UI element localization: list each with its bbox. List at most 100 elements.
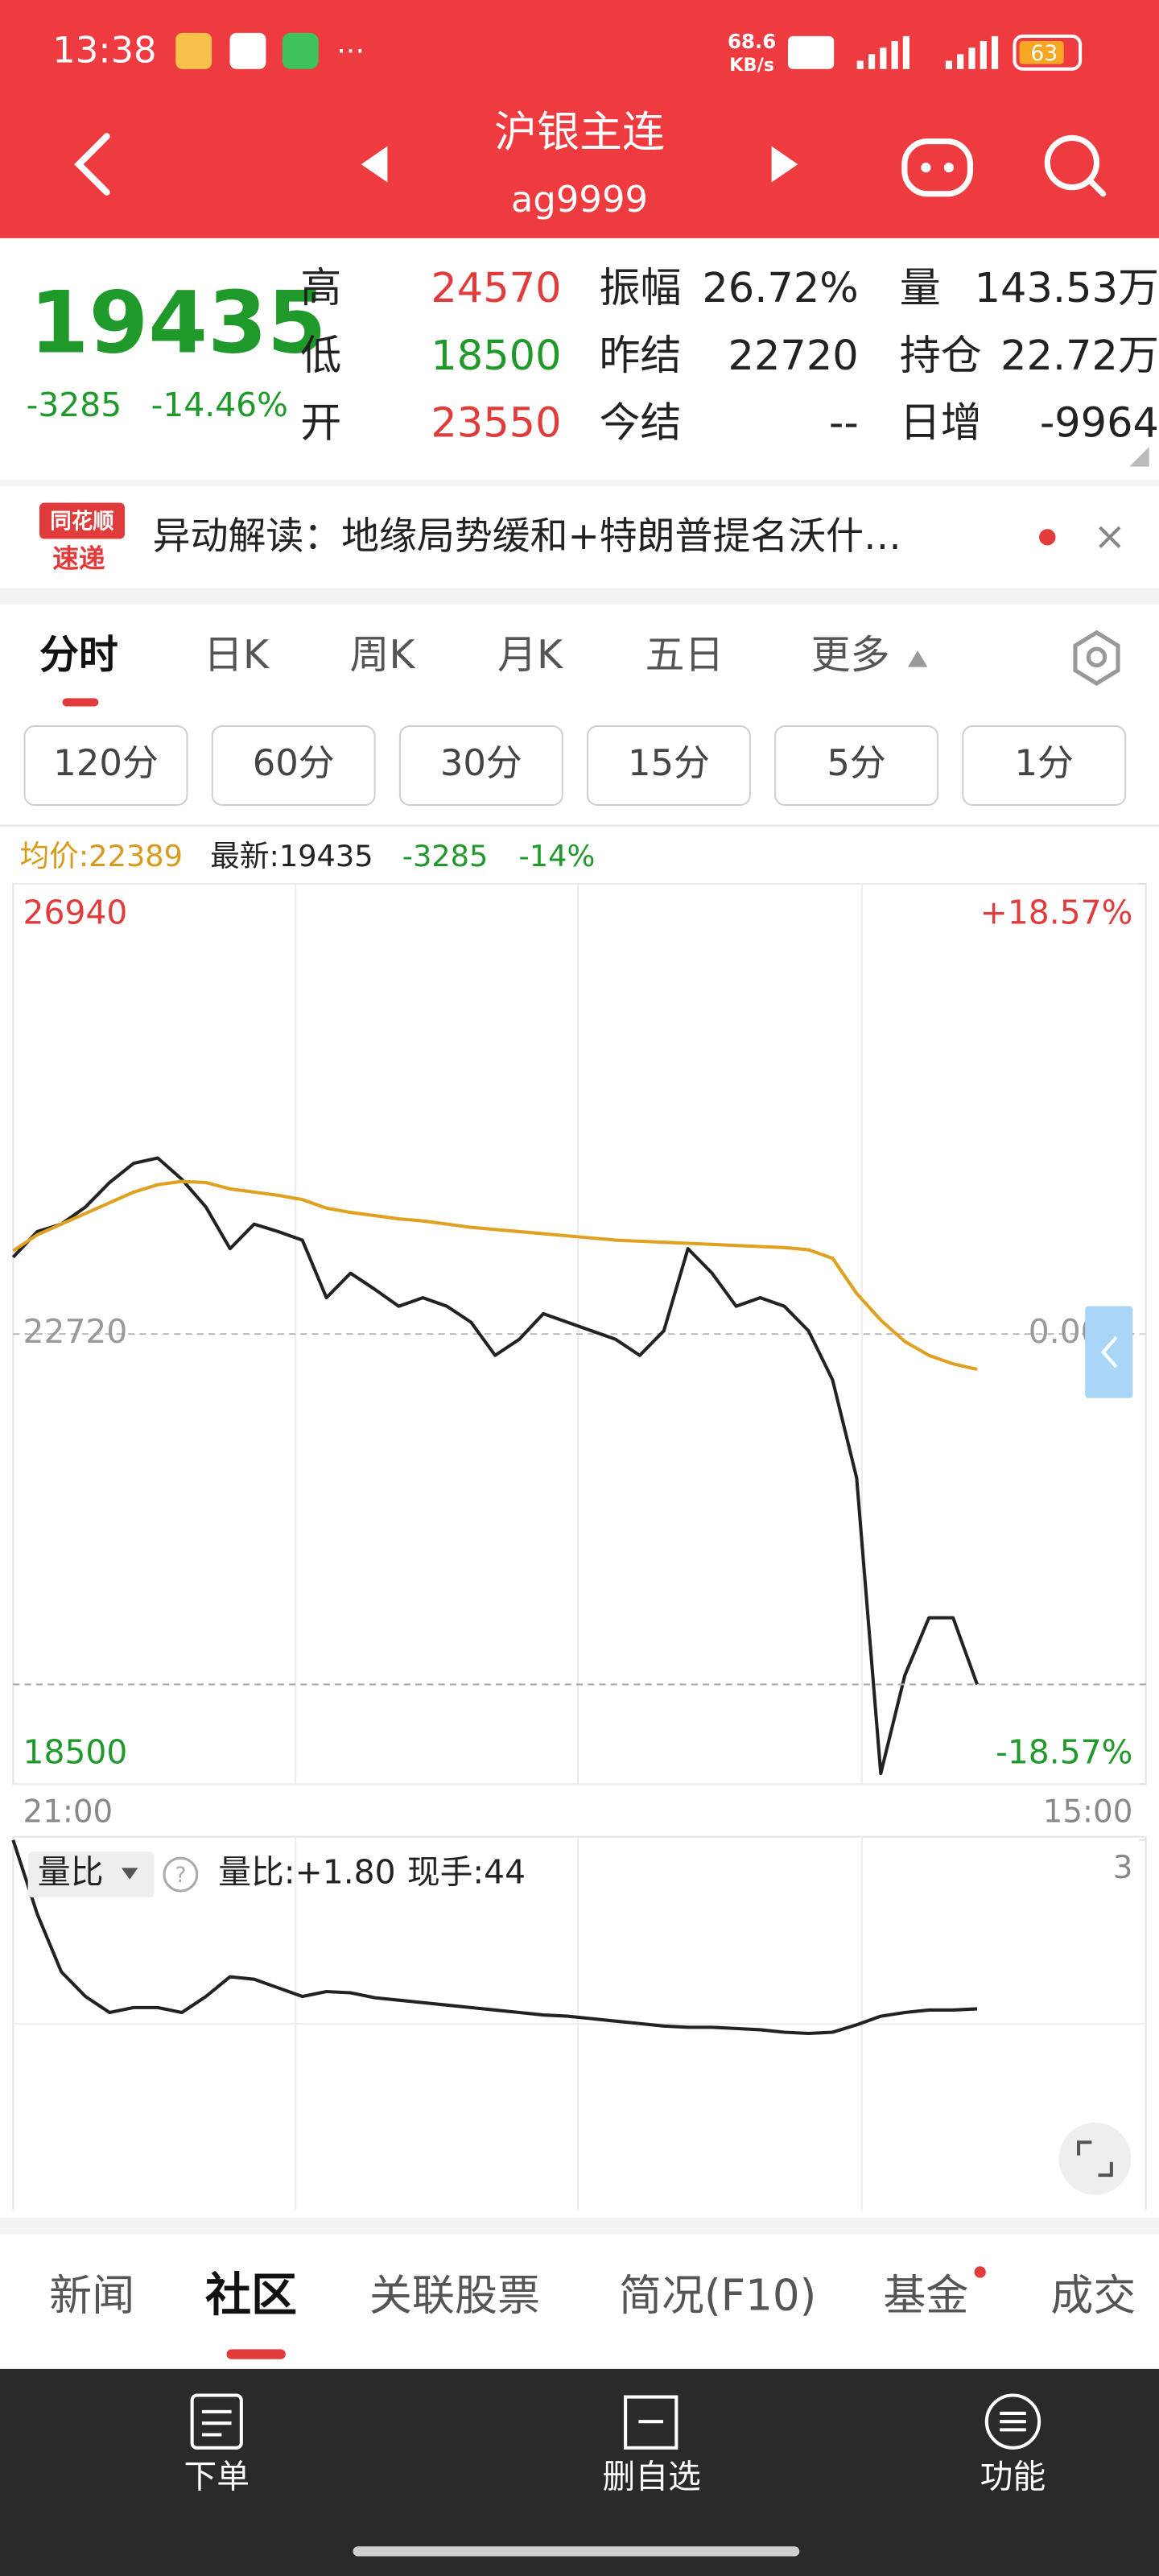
bottom-tab[interactable]: 成交 [1050, 2271, 1136, 2321]
search-button[interactable] [1044, 134, 1107, 197]
period-label: 120分 [53, 741, 158, 784]
stat-value: 22.72万 [1000, 332, 1159, 380]
bottom-tab[interactable]: 社区 [205, 2269, 297, 2322]
battery [1013, 34, 1083, 71]
clock: 13:38 [52, 28, 156, 71]
period-label: 60分 [253, 741, 335, 784]
robot-eye [943, 163, 955, 173]
prev-button[interactable] [361, 146, 388, 183]
robot-button[interactable] [901, 138, 974, 197]
menu-icon-lines [1000, 2411, 1026, 2432]
stat-label: 昨结 [599, 332, 681, 380]
net-unit: KB/s [729, 55, 774, 76]
order-icon [190, 2393, 243, 2450]
period-button[interactable] [398, 725, 563, 807]
next-button[interactable] [771, 146, 798, 183]
battery-text: 63 [1030, 41, 1058, 66]
period-button[interactable] [774, 725, 939, 807]
stat-label: 低 [300, 332, 341, 380]
separator [0, 2218, 1159, 2235]
periods: 120分 60分 30分 15分 5分 1分 [23, 725, 1127, 807]
ratio-selector[interactable] [27, 1852, 155, 1898]
tab[interactable]: 周K [349, 632, 416, 678]
change-pct: -14.46% [151, 386, 288, 424]
net-speed: 68.6 [728, 30, 776, 53]
badge-bottom: 速递 [52, 543, 105, 574]
bottom-tab[interactable]: 新闻 [49, 2271, 134, 2321]
toolbar-label[interactable]: 功能 [980, 2458, 1046, 2496]
series-line [11, 1156, 979, 1776]
corner [1129, 447, 1149, 467]
tabs: 分时 日K 周K 月K 五日 更多 [39, 632, 890, 707]
bottom-tabs: 新闻 社区 关联股票 简况(F10) 基金 成交 [49, 2269, 1136, 2359]
toolbar-label[interactable]: 下单 [184, 2458, 250, 2496]
period-button[interactable] [586, 725, 751, 807]
stat-label: 高 [300, 265, 341, 312]
tab[interactable]: 分时 [39, 632, 118, 678]
help-button[interactable] [163, 1856, 199, 1893]
price: 19435 [30, 274, 327, 373]
y2-tick-label: -18.57% [996, 1733, 1132, 1772]
side-tab-arrow [1100, 1335, 1118, 1368]
bottom-tab[interactable]: 简况(F10) [619, 2271, 816, 2321]
stat-label: 日增 [900, 400, 982, 448]
tab[interactable]: 日K [204, 632, 270, 678]
stat-value: 22720 [728, 332, 859, 380]
stat-value: 26.72% [702, 265, 858, 312]
legend-pct: -14% [519, 839, 596, 873]
period-label: 30分 [440, 741, 522, 784]
side-tab[interactable] [1085, 1306, 1133, 1398]
robot-icon [901, 138, 974, 197]
legend-change: -3285 [402, 839, 489, 873]
stat-label: 振幅 [599, 265, 681, 312]
period-button[interactable] [962, 725, 1127, 807]
news-text[interactable]: 异动解读：地缘局势缓和+特朗普提名沃什… [153, 514, 901, 559]
ratio-label: 量比 [38, 1853, 104, 1892]
tab[interactable]: 月K [497, 632, 564, 678]
tab-indicator [226, 2349, 286, 2359]
close-button[interactable] [1099, 526, 1121, 549]
period-button[interactable] [211, 725, 376, 807]
tab[interactable]: 五日 [645, 632, 724, 678]
separator [0, 588, 1159, 605]
period-label: 5分 [827, 741, 885, 784]
app-icon [229, 32, 266, 69]
stat-label: 今结 [599, 400, 681, 448]
bottom-tab[interactable]: 基金 [883, 2271, 968, 2321]
stat-label: 开 [300, 400, 341, 448]
stat-value: 23550 [431, 400, 561, 448]
home-indicator [353, 2546, 800, 2557]
help-icon: ? [175, 1863, 186, 1888]
battery-level [1019, 41, 1064, 64]
robot-eye [921, 163, 931, 173]
period-label: 15分 [628, 741, 710, 784]
expand-button[interactable] [1058, 2122, 1132, 2195]
ratio-value: 量比:+1.80 [218, 1853, 395, 1892]
change: -3285 [27, 386, 122, 424]
separator [0, 479, 1159, 487]
separator [0, 824, 1159, 827]
legend-avg: 均价:22389 [19, 839, 183, 873]
stat-value: 24570 [431, 265, 561, 312]
bottom-tab[interactable]: 关联股票 [369, 2271, 540, 2321]
stat-value: -- [829, 400, 859, 448]
period-button[interactable] [23, 725, 188, 807]
tab[interactable]: 更多 [811, 632, 890, 678]
unread-dot [1039, 529, 1056, 546]
signal [945, 35, 999, 69]
badge-top: 同花顺 [50, 509, 114, 534]
toolbar-label[interactable]: 删自选 [603, 2458, 701, 2496]
settings-icon [1086, 646, 1107, 668]
stat-value: 143.53万 [975, 265, 1159, 312]
back-button[interactable] [74, 133, 110, 196]
order-icon-lines [201, 2409, 232, 2437]
stat-label: 量 [900, 265, 941, 312]
toolbar: 下单 删自选 功能 [184, 2458, 1046, 2496]
more-icons: ··· [336, 34, 365, 68]
hand-value: 现手:44 [407, 1853, 526, 1892]
search-handle [1087, 177, 1107, 197]
settings-button[interactable] [1073, 630, 1120, 686]
